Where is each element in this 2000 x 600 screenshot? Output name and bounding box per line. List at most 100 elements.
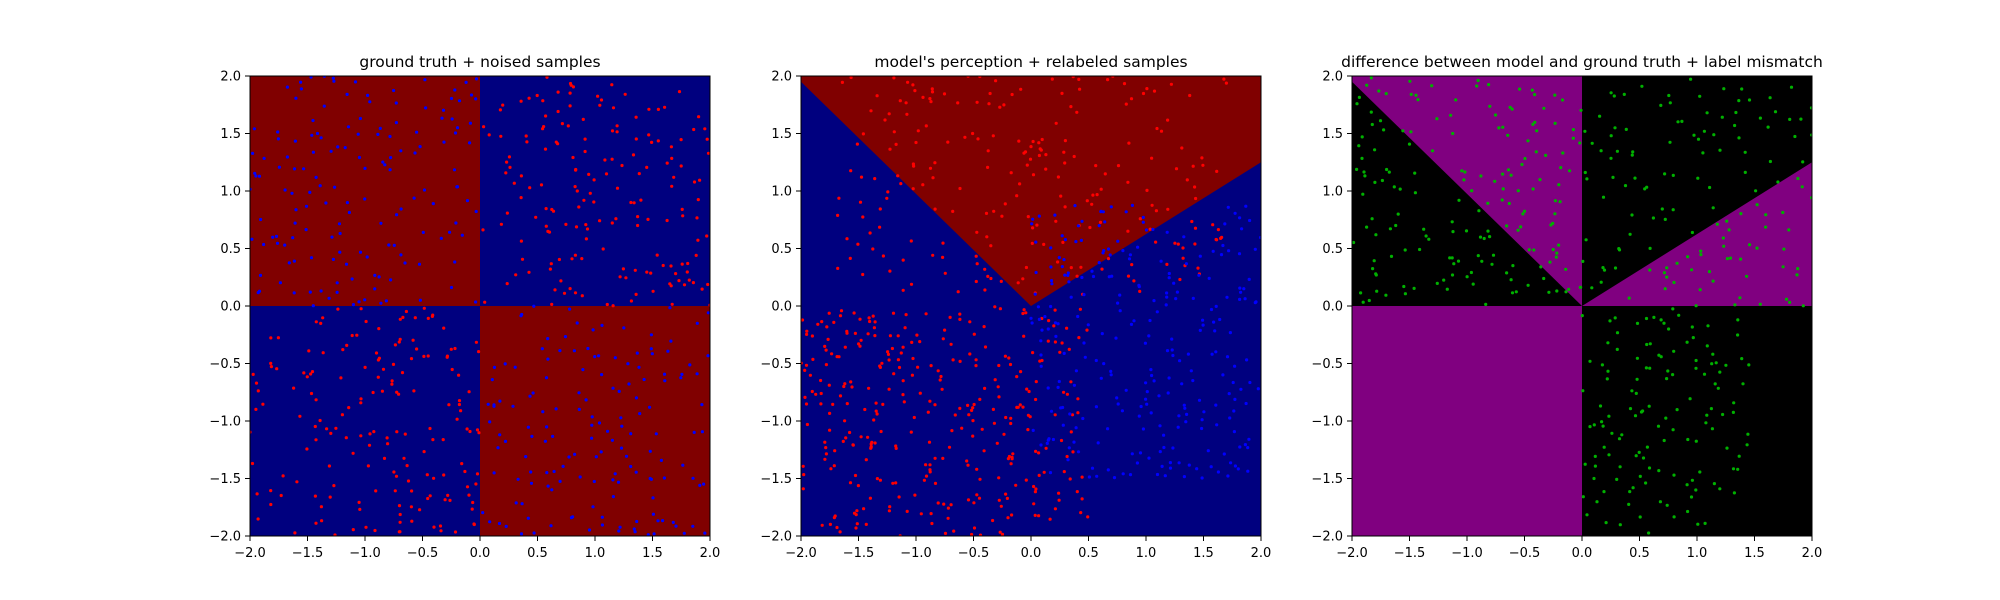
data-point [1557,243,1561,247]
data-point [1408,79,1412,83]
data-point [503,362,507,366]
data-point [924,124,928,128]
data-point [1048,471,1053,475]
data-point [1033,490,1037,494]
data-point [905,509,909,513]
data-point [417,262,422,266]
data-point [867,316,871,320]
data-point [1758,116,1762,120]
data-point [663,379,667,383]
data-point [470,507,474,511]
data-point [1644,366,1648,370]
data-point [1416,98,1420,102]
data-point [364,525,368,529]
data-point [374,489,378,493]
data-point [866,435,870,439]
data-point [1615,477,1619,481]
data-point [287,261,291,265]
data-point [647,133,651,137]
data-point [550,207,554,212]
data-point [1065,392,1069,396]
data-point [677,279,681,283]
x-tick-label: 0.0 [470,546,491,561]
data-point [824,363,829,367]
data-point [505,211,509,215]
data-point [655,253,659,257]
data-point [1222,77,1226,81]
x-tick-label: −1.0 [1451,546,1483,561]
series-3 [250,76,479,308]
data-point [418,145,422,149]
data-point [861,132,866,136]
data-point [627,382,631,386]
data-point [1534,150,1538,154]
data-point [1519,225,1523,229]
data-point [520,257,525,261]
data-point [975,100,979,104]
data-point [1624,127,1628,131]
data-point [1165,295,1169,299]
data-point [1740,357,1744,361]
data-point [852,311,856,315]
data-point [519,239,524,243]
data-point [1197,273,1201,277]
data-point [1177,461,1181,465]
data-point [1126,229,1130,233]
data-point [1369,110,1373,114]
data-point [629,200,633,205]
data-point [1087,475,1091,479]
data-point [1018,403,1022,407]
data-point [886,352,891,356]
data-point [319,289,323,293]
data-point [345,343,349,347]
data-point [311,150,315,154]
data-point [832,464,836,468]
data-point [359,397,363,401]
data-point [377,275,381,279]
data-point [305,447,309,451]
data-point [259,217,263,222]
data-point [1034,380,1038,384]
data-point [1028,415,1032,419]
data-point [292,386,296,390]
series-1 [836,76,1228,296]
data-point [314,521,318,525]
data-point [1138,451,1143,455]
data-point [327,296,331,300]
data-point [309,372,313,376]
data-point [706,354,710,358]
data-point [1256,387,1260,391]
data-point [869,109,873,113]
data-point [1662,321,1666,325]
data-point [1361,300,1365,304]
data-point [1086,323,1090,327]
data-point [1000,532,1005,536]
data-point [610,157,614,161]
data-point [1080,219,1084,223]
data-point [916,129,920,133]
data-point [388,134,392,139]
data-point [1475,84,1479,88]
data-point [887,358,891,362]
data-point [871,247,875,251]
data-point [343,146,347,150]
data-point [1711,352,1715,356]
data-point [1076,314,1080,319]
data-point [358,250,363,254]
data-point [703,531,707,535]
y-tick-label: −1.0 [760,415,792,430]
data-point [1360,156,1364,160]
data-point [646,217,650,221]
data-point [1747,363,1751,367]
data-point [1082,341,1086,345]
data-point [1141,91,1146,96]
data-point [871,314,875,318]
data-point [1689,77,1693,81]
data-point [1672,515,1676,519]
data-point [1182,475,1186,479]
data-point [319,505,323,509]
data-point [1116,301,1120,305]
data-point [1542,276,1546,281]
data-point [946,140,950,144]
data-point [374,351,379,355]
